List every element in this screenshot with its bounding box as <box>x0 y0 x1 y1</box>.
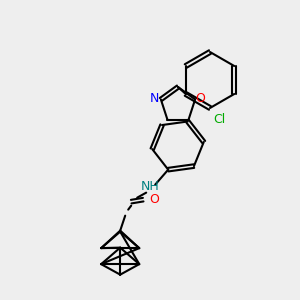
Text: Cl: Cl <box>213 113 225 126</box>
Text: O: O <box>195 92 205 105</box>
Text: NH: NH <box>141 180 160 193</box>
Text: N: N <box>150 92 160 105</box>
Text: O: O <box>149 193 159 206</box>
